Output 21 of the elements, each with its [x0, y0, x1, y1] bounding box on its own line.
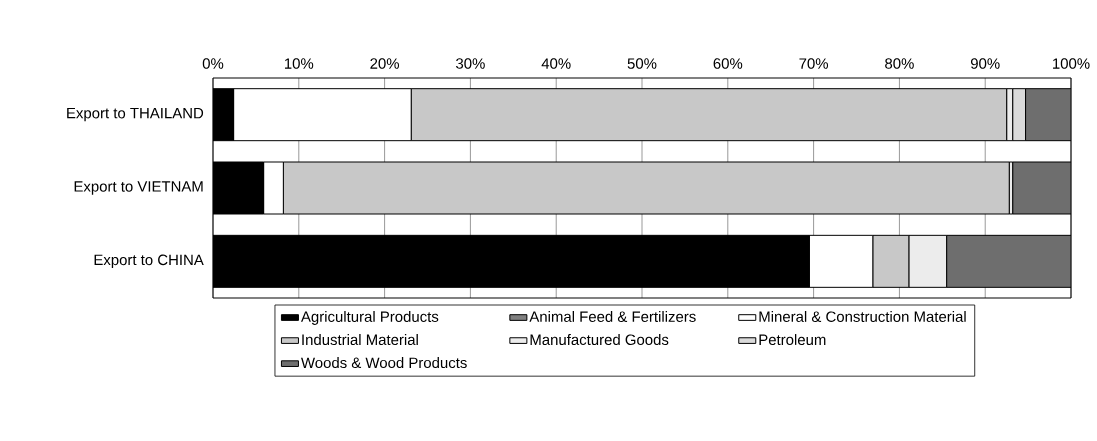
legend-label: Manufactured Goods [530, 334, 669, 346]
legend-label: Petroleum [759, 334, 826, 346]
legend-label: Mineral & Construction Material [759, 310, 966, 322]
legend-label: Animal Feed & Fertilizers [529, 310, 696, 322]
x-tick-label: 30% [456, 58, 485, 69]
x-tick-label: 80% [885, 58, 914, 69]
y-tick-label: Export to THAILAND [67, 107, 204, 122]
x-tick-label: 70% [799, 58, 829, 69]
x-tick-label: 100% [1053, 58, 1090, 69]
x-tick-label: 60% [713, 58, 743, 69]
x-tick-label: 20% [370, 58, 400, 69]
x-tick-label: 40% [541, 58, 571, 69]
legend-label: Agricultural Products [300, 310, 439, 325]
x-tick-label: 0% [202, 58, 224, 69]
x-tick-label: 10% [284, 58, 314, 69]
y-tick-label: Export to VIETNAM [74, 181, 203, 195]
x-tick-label: 90% [970, 58, 1000, 69]
y-tick-label: Export to CHINA [94, 254, 204, 269]
legend-label: Woods & Wood Products [301, 357, 467, 369]
legend-label: Industrial Material [302, 334, 418, 346]
x-tick-label: 50% [627, 58, 657, 69]
